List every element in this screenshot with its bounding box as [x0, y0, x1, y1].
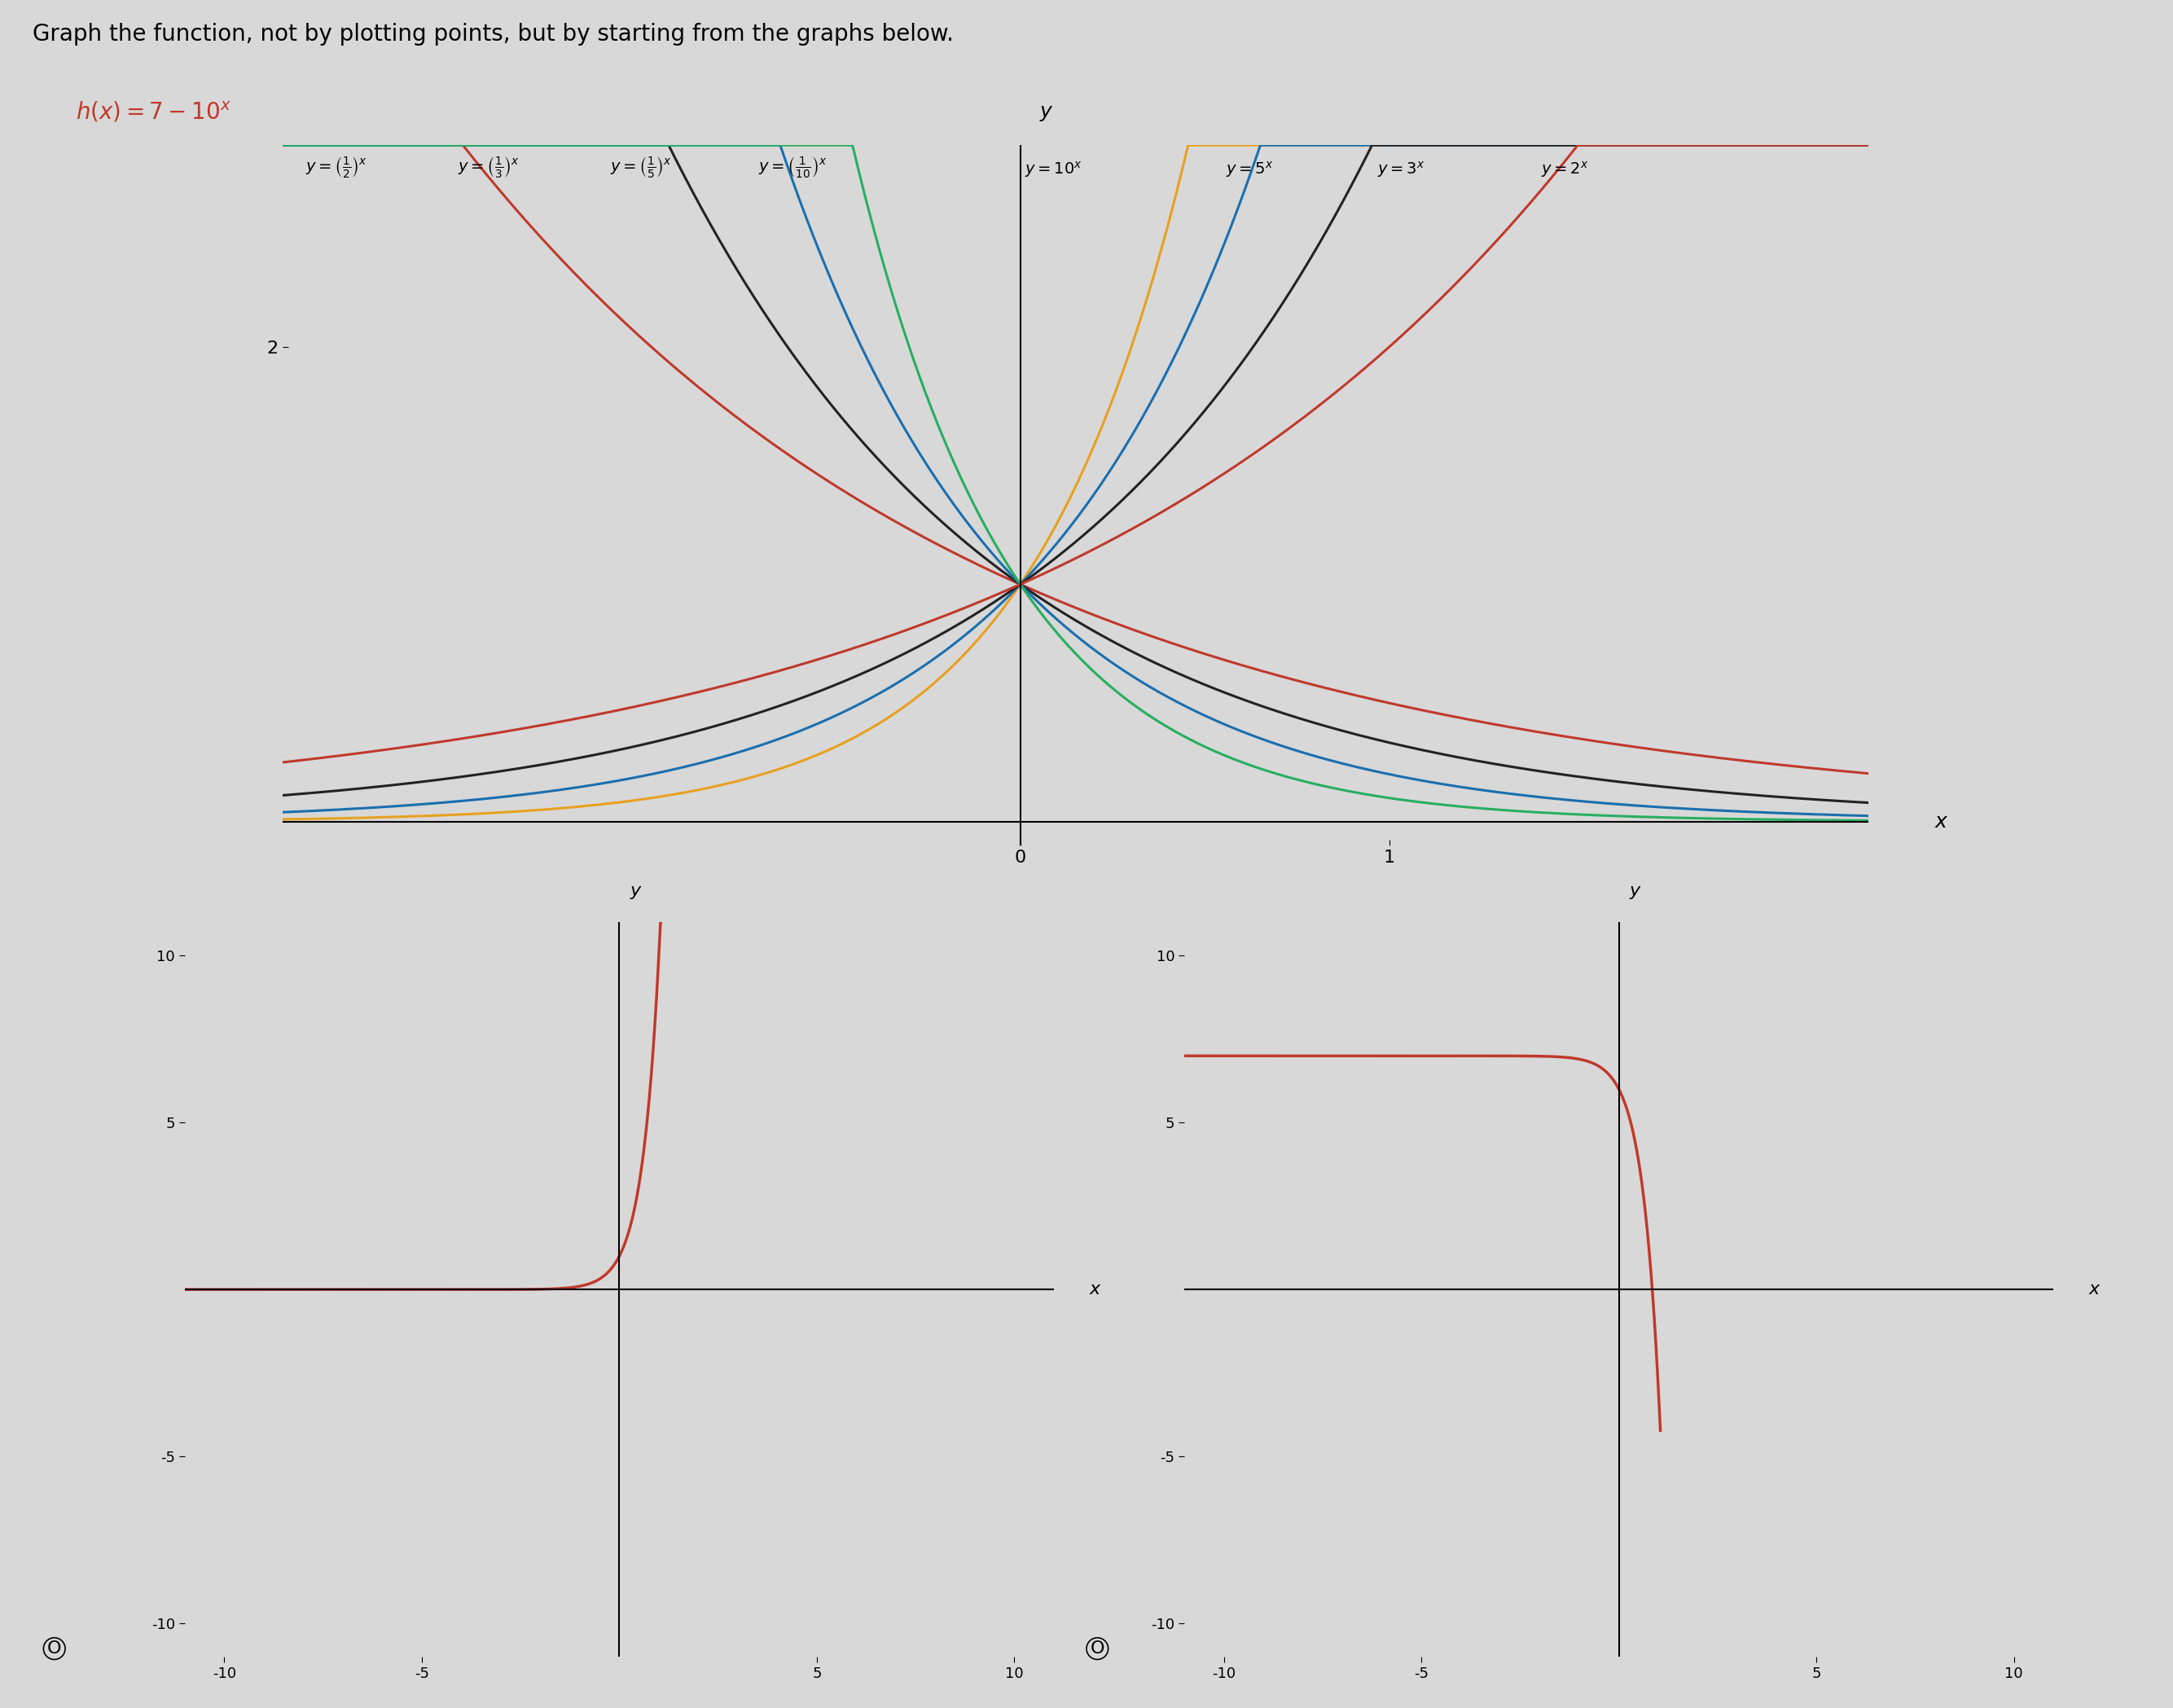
- Text: $y=\left(\frac{1}{2}\right)^x$: $y=\left(\frac{1}{2}\right)^x$: [306, 155, 367, 179]
- Text: $h(x) = 7 - 10^x$: $h(x) = 7 - 10^x$: [76, 99, 230, 125]
- Text: O: O: [48, 1640, 61, 1657]
- Text: x: x: [1936, 811, 1947, 832]
- Text: $y=\left(\frac{1}{10}\right)^x$: $y=\left(\frac{1}{10}\right)^x$: [758, 155, 828, 179]
- Text: $y=\left(\frac{1}{3}\right)^x$: $y=\left(\frac{1}{3}\right)^x$: [459, 155, 519, 179]
- Text: Graph the function, not by plotting points, but by starting from the graphs belo: Graph the function, not by plotting poin…: [33, 22, 954, 46]
- Text: y: y: [1041, 102, 1052, 121]
- Text: $y=2^x$: $y=2^x$: [1541, 161, 1588, 179]
- Text: O: O: [1091, 1640, 1104, 1657]
- Text: y: y: [630, 883, 641, 898]
- Text: $y=5^x$: $y=5^x$: [1226, 161, 1273, 179]
- Text: $y=3^x$: $y=3^x$: [1378, 161, 1425, 179]
- Text: $y=\left(\frac{1}{5}\right)^x$: $y=\left(\frac{1}{5}\right)^x$: [611, 155, 671, 179]
- Text: x: x: [2088, 1281, 2099, 1298]
- Text: x: x: [1089, 1281, 1100, 1298]
- Text: y: y: [1630, 883, 1641, 898]
- Text: $y=10^x$: $y=10^x$: [1026, 161, 1082, 179]
